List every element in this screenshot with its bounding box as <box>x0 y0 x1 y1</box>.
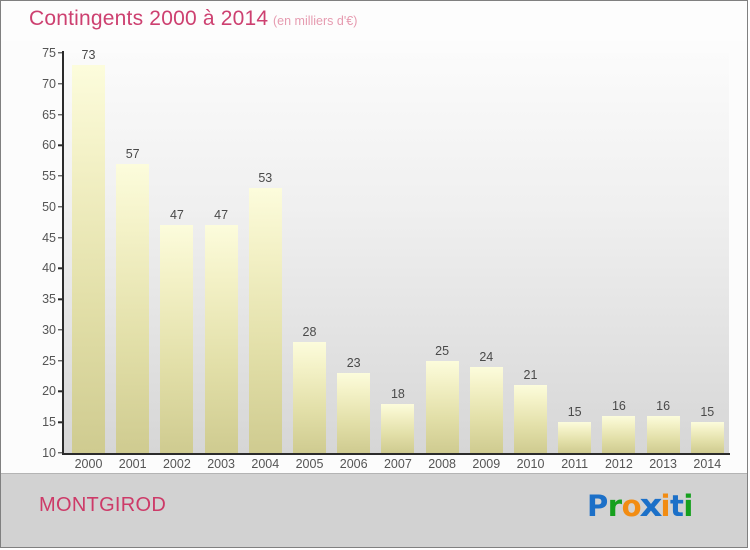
y-axis-tick-mark <box>58 52 63 54</box>
x-axis-tick-label: 2002 <box>162 457 191 471</box>
y-axis-tick-label: 15 <box>42 415 56 430</box>
bar[interactable] <box>469 366 503 453</box>
x-axis-line <box>62 453 730 455</box>
bar-value-label: 28 <box>302 325 317 340</box>
logo-letter: r <box>607 489 622 523</box>
logo-letter: o <box>621 489 642 523</box>
bar[interactable] <box>248 188 282 453</box>
y-axis-tick-label: 20 <box>42 384 56 399</box>
x-axis-tick-label: 2014 <box>693 457 722 471</box>
y-axis-tick-label: 65 <box>42 107 56 122</box>
bar[interactable] <box>160 225 194 453</box>
proxiti-logo[interactable]: Proxiti <box>587 488 693 524</box>
y-axis-tick-mark <box>58 175 63 177</box>
x-axis-tick-label: 2013 <box>649 457 677 471</box>
bar-value-label: 15 <box>700 405 715 420</box>
y-axis-tick-mark <box>58 236 63 239</box>
y-axis-tick-label: 55 <box>42 169 56 184</box>
y-axis-tick-mark <box>58 144 63 146</box>
y-axis-tick-label: 50 <box>42 199 56 214</box>
bar[interactable] <box>690 422 724 453</box>
commune-name: MONTGIROD <box>39 494 167 516</box>
y-axis-tick-label: 25 <box>42 353 56 368</box>
bar-value-label: 24 <box>479 349 494 364</box>
bar-value-label: 16 <box>656 399 671 414</box>
y-axis-tick-mark <box>58 421 63 423</box>
bar[interactable] <box>381 403 415 453</box>
bar[interactable] <box>514 385 547 453</box>
bar[interactable] <box>558 422 592 453</box>
y-axis-tick-mark <box>58 298 63 300</box>
bar-value-label: 47 <box>214 208 229 223</box>
y-axis-tick-mark <box>58 267 63 270</box>
y-axis-tick-mark <box>58 390 63 393</box>
logo-letter: i <box>683 489 693 523</box>
y-axis-tick-label: 35 <box>42 292 56 307</box>
bar[interactable] <box>646 416 680 453</box>
bar-value-label: 23 <box>346 356 361 370</box>
bar-value-label: 53 <box>258 171 273 186</box>
chart-footer: MONTGIROD Proxiti <box>1 473 747 547</box>
bar[interactable] <box>116 163 150 453</box>
y-axis-tick-label: 60 <box>42 138 56 153</box>
x-axis-tick-label: 2009 <box>472 457 501 471</box>
y-axis-tick-label: 10 <box>42 446 56 460</box>
x-axis-tick-label: 2010 <box>516 457 545 471</box>
x-axis-tick-label: 2000 <box>74 457 103 471</box>
bar-value-label: 47 <box>169 208 184 223</box>
bar[interactable] <box>72 65 105 453</box>
bar-value-label: 15 <box>567 405 582 420</box>
bar-value-label: 16 <box>611 399 626 414</box>
x-axis-tick-label: 2004 <box>251 457 280 471</box>
y-axis-tick-label: 70 <box>42 76 56 91</box>
bar-value-label: 18 <box>390 386 405 401</box>
x-axis-tick-label: 2012 <box>604 457 633 471</box>
y-axis: 10 15 20 25 30 35 40 45 50 55 60 65 70 75 <box>1 1 63 547</box>
y-axis-tick-label: 75 <box>42 46 56 60</box>
page-title: Contingents 2000 à 2014 <box>29 7 269 30</box>
bar[interactable] <box>293 342 326 453</box>
logo-letter: i <box>660 489 671 523</box>
bar[interactable] <box>204 225 238 453</box>
logo-letter: t <box>669 489 684 523</box>
x-axis-tick-label: 2003 <box>207 457 235 471</box>
bar-value-label: 21 <box>523 368 538 383</box>
y-axis-tick-label: 30 <box>42 322 56 337</box>
bar[interactable] <box>602 416 636 453</box>
bar[interactable] <box>337 373 371 453</box>
y-axis-tick-mark <box>58 113 63 116</box>
chart-subtitle: (en milliers d'€) <box>273 14 358 28</box>
x-axis-tick-label: 2008 <box>428 457 456 471</box>
bar-value-label: 73 <box>81 48 96 63</box>
y-axis-tick-mark <box>58 452 63 454</box>
bar-value-label: 57 <box>125 146 140 161</box>
y-axis-line <box>62 51 64 454</box>
y-axis-tick-mark <box>58 329 63 331</box>
x-axis-tick-label: 2006 <box>339 457 368 471</box>
x-axis-tick-label: 2005 <box>295 457 324 471</box>
x-axis-tick-label: 2007 <box>383 457 412 471</box>
logo-letter: x <box>639 488 663 524</box>
y-axis-tick-mark <box>58 359 63 362</box>
chart-header: Contingents 2000 à 2014 (en milliers d'€… <box>1 1 747 41</box>
y-axis-tick-label: 45 <box>42 230 56 245</box>
x-axis-tick-label: 2001 <box>118 457 147 471</box>
y-axis-tick-mark <box>58 206 63 208</box>
x-axis-tick-label: 2011 <box>561 457 589 471</box>
logo-letter: P <box>587 489 608 523</box>
bar-value-label: 25 <box>435 343 450 358</box>
y-axis-tick-mark <box>58 83 63 85</box>
y-axis-tick-label: 40 <box>42 261 56 276</box>
bar[interactable] <box>425 360 459 453</box>
